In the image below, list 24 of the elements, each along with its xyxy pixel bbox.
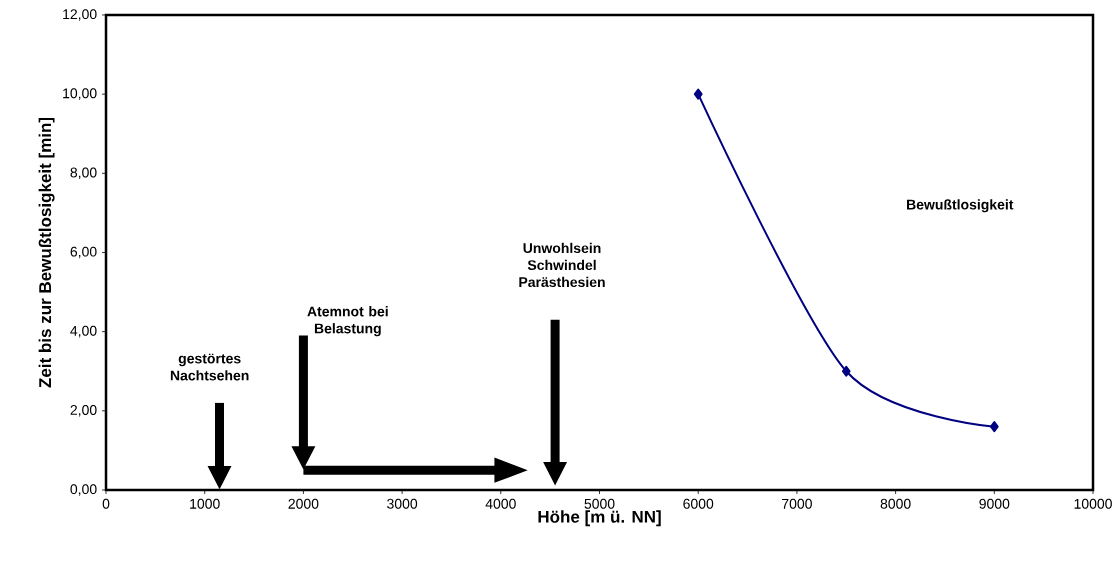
x-tick-label: 6000: [683, 498, 714, 509]
x-tick-label: 1000: [190, 498, 220, 509]
x-tick-label: 0: [102, 498, 110, 509]
y-tick-label: 0,00: [70, 484, 97, 496]
x-tick-label: 7000: [782, 498, 812, 509]
annotation: Bewußtlosigkeit: [907, 199, 1014, 213]
annotation: gestörtes Nachtsehen: [170, 353, 249, 381]
y-tick-label: 8,00: [70, 167, 97, 180]
x-tick-label: 5000: [584, 498, 615, 509]
y-tick-label: 12,00: [63, 9, 97, 21]
y-tick-label: 6,00: [70, 246, 97, 259]
annotation: Unwohlsein Schwindel Parästhesien: [519, 242, 605, 288]
x-tick-label: 4000: [485, 498, 516, 509]
y-tick-label: 2,00: [70, 405, 97, 417]
annotation: Atemnot bei Belastung: [307, 306, 388, 337]
x-tick-label: 9000: [979, 498, 1010, 509]
x-tick-label: 2000: [288, 498, 319, 509]
y-tick-label: 4,00: [70, 325, 97, 338]
x-axis-title: Höhe [m ü. NN]: [538, 510, 661, 527]
x-tick-label: 3000: [387, 498, 418, 509]
y-axis-title: Zeit bis zur Bewußtlosigkeit [min]: [38, 117, 55, 388]
x-tick-label: 8000: [880, 498, 911, 509]
x-tick-label: 10000: [1074, 498, 1112, 509]
y-tick-label: 10,00: [63, 88, 97, 100]
